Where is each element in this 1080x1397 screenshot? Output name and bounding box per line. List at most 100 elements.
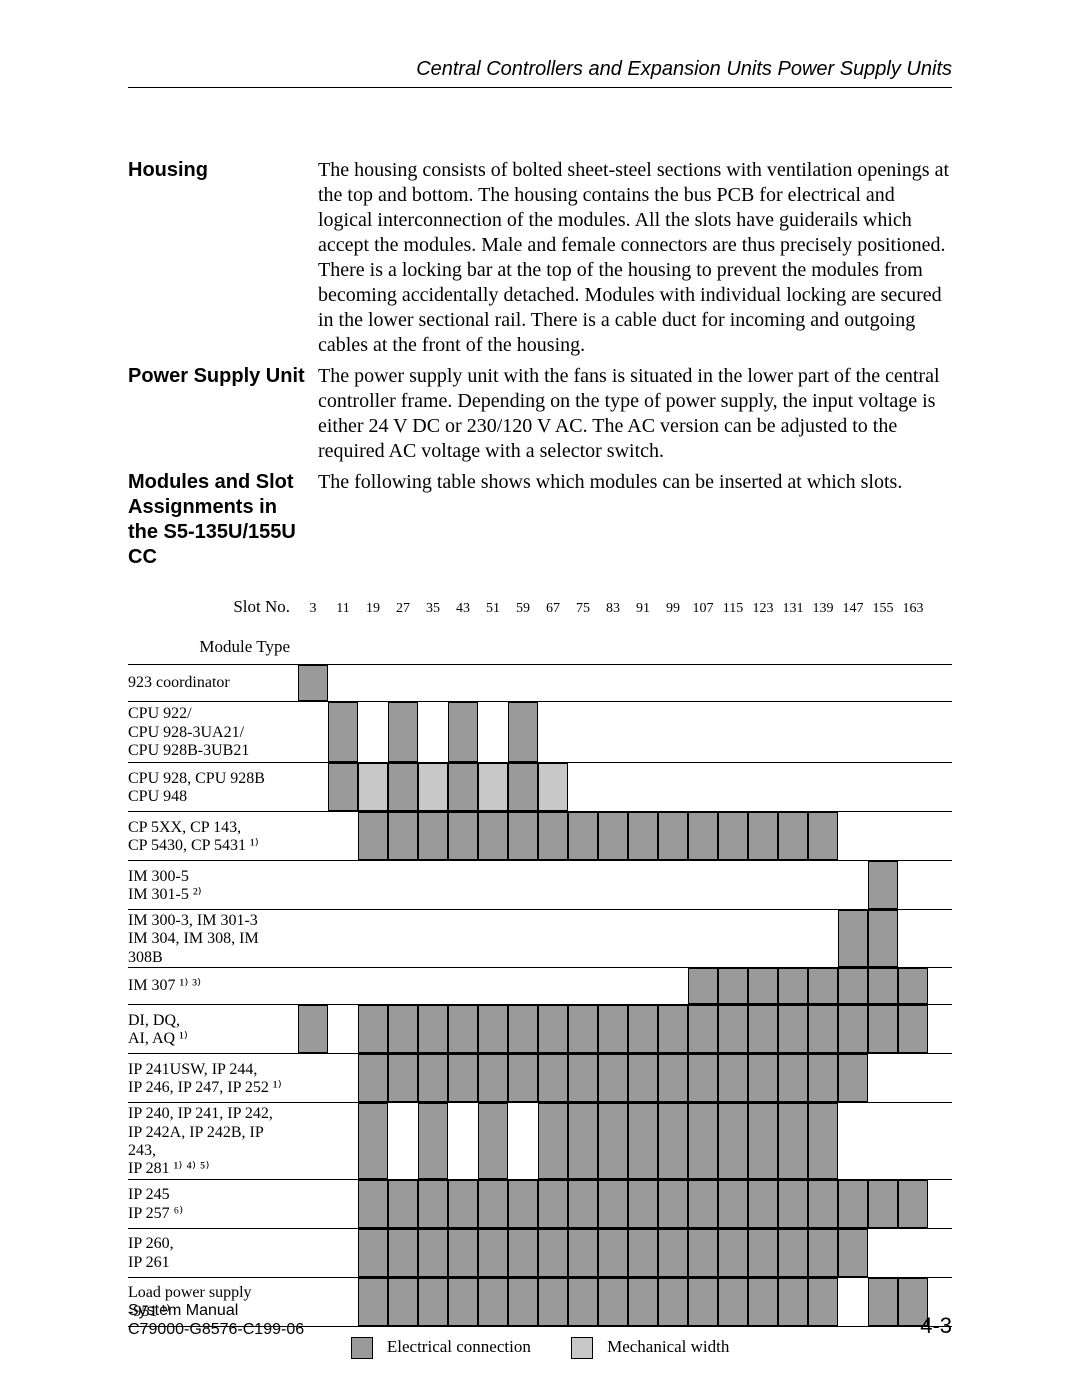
table-row: IM 300-5IM 301-5 ²⁾ (128, 860, 952, 909)
cell-empty (478, 861, 508, 909)
cell-electrical (508, 763, 538, 811)
cell-empty (478, 910, 508, 967)
cell-empty (418, 968, 448, 1004)
cell-empty (328, 861, 358, 909)
legend-mechanical-label: Mechanical width (607, 1337, 729, 1356)
cell-empty (868, 665, 898, 701)
table-row: CP 5XX, CP 143,CP 5430, CP 5431 ¹⁾ (128, 811, 952, 860)
cell-empty (598, 861, 628, 909)
cell-electrical (418, 1103, 448, 1179)
cell-empty (298, 910, 328, 967)
cell-electrical (478, 1229, 508, 1277)
cell-electrical (898, 1005, 928, 1053)
cell-empty (388, 910, 418, 967)
cell-electrical (298, 665, 328, 701)
cell-electrical (628, 1180, 658, 1228)
cell-electrical (508, 1054, 538, 1102)
cell-empty (628, 763, 658, 811)
cell-empty (568, 665, 598, 701)
cell-electrical (808, 1103, 838, 1179)
cell-empty (868, 763, 898, 811)
cell-electrical (448, 1005, 478, 1053)
row-label: IM 300-3, IM 301-3IM 304, IM 308, IM 308… (128, 910, 298, 967)
cell-electrical (418, 812, 448, 860)
cell-empty (388, 665, 418, 701)
table-row: IP 260,IP 261 (128, 1228, 952, 1277)
cell-empty (508, 910, 538, 967)
cell-empty (688, 910, 718, 967)
cell-empty (748, 665, 778, 701)
cell-empty (718, 665, 748, 701)
cell-empty (508, 968, 538, 1004)
cell-empty (748, 702, 778, 762)
cell-mechanical (418, 763, 448, 811)
cell-empty (658, 665, 688, 701)
cell-electrical (868, 1180, 898, 1228)
row-label: IM 307 ¹⁾ ³⁾ (128, 968, 298, 1004)
slot-number: 91 (628, 601, 658, 617)
cell-electrical (868, 968, 898, 1004)
cell-electrical (808, 1229, 838, 1277)
cell-empty (658, 702, 688, 762)
cell-empty (298, 1180, 328, 1228)
cell-empty (898, 763, 928, 811)
section-modules-body: The following table shows which modules … (318, 470, 952, 570)
cell-empty (418, 861, 448, 909)
cell-electrical (838, 910, 868, 967)
cell-electrical (718, 1054, 748, 1102)
legend-swatch-dark (351, 1337, 373, 1359)
row-cells (298, 1229, 928, 1277)
cell-electrical (688, 1229, 718, 1277)
table-row: IP 241USW, IP 244,IP 246, IP 247, IP 252… (128, 1053, 952, 1102)
cell-empty (718, 910, 748, 967)
cell-empty (358, 910, 388, 967)
cell-electrical (358, 812, 388, 860)
cell-empty (658, 968, 688, 1004)
cell-electrical (448, 763, 478, 811)
cell-electrical (418, 1180, 448, 1228)
cell-empty (568, 861, 598, 909)
slot-number: 147 (838, 601, 868, 617)
legend: Electrical connection Mechanical width (128, 1337, 952, 1359)
cell-electrical (418, 1229, 448, 1277)
slot-number: 155 (868, 601, 898, 617)
cell-electrical (358, 1103, 388, 1179)
cell-empty (868, 1103, 898, 1179)
table-row: 923 coordinator (128, 664, 952, 701)
cell-electrical (448, 812, 478, 860)
cell-empty (328, 665, 358, 701)
cell-empty (538, 665, 568, 701)
cell-empty (448, 1103, 478, 1179)
cell-empty (658, 861, 688, 909)
section-housing-body: The housing consists of bolted sheet-ste… (318, 158, 952, 358)
cell-electrical (478, 812, 508, 860)
row-cells (298, 968, 928, 1004)
cell-electrical (448, 1229, 478, 1277)
cell-empty (688, 763, 718, 811)
cell-electrical (748, 812, 778, 860)
cell-electrical (628, 1103, 658, 1179)
cell-empty (298, 1229, 328, 1277)
cell-empty (718, 861, 748, 909)
row-label: IP 240, IP 241, IP 242,IP 242A, IP 242B,… (128, 1103, 298, 1179)
row-cells (298, 702, 928, 762)
cell-empty (898, 665, 928, 701)
cell-empty (598, 665, 628, 701)
cell-electrical (838, 1180, 868, 1228)
slot-number: 163 (898, 601, 928, 617)
slot-number: 75 (568, 601, 598, 617)
slot-number: 11 (328, 601, 358, 617)
cell-electrical (748, 1005, 778, 1053)
cell-electrical (718, 812, 748, 860)
cell-electrical (388, 1054, 418, 1102)
cell-empty (328, 1229, 358, 1277)
slot-assignment-table: Slot No. 3111927354351596775839199107115… (128, 598, 952, 1359)
cell-electrical (358, 1054, 388, 1102)
row-label: IP 241USW, IP 244,IP 246, IP 247, IP 252… (128, 1054, 298, 1102)
cell-electrical (538, 1229, 568, 1277)
cell-electrical (598, 1229, 628, 1277)
cell-electrical (868, 910, 898, 967)
cell-empty (538, 910, 568, 967)
cell-empty (568, 763, 598, 811)
row-cells (298, 861, 928, 909)
